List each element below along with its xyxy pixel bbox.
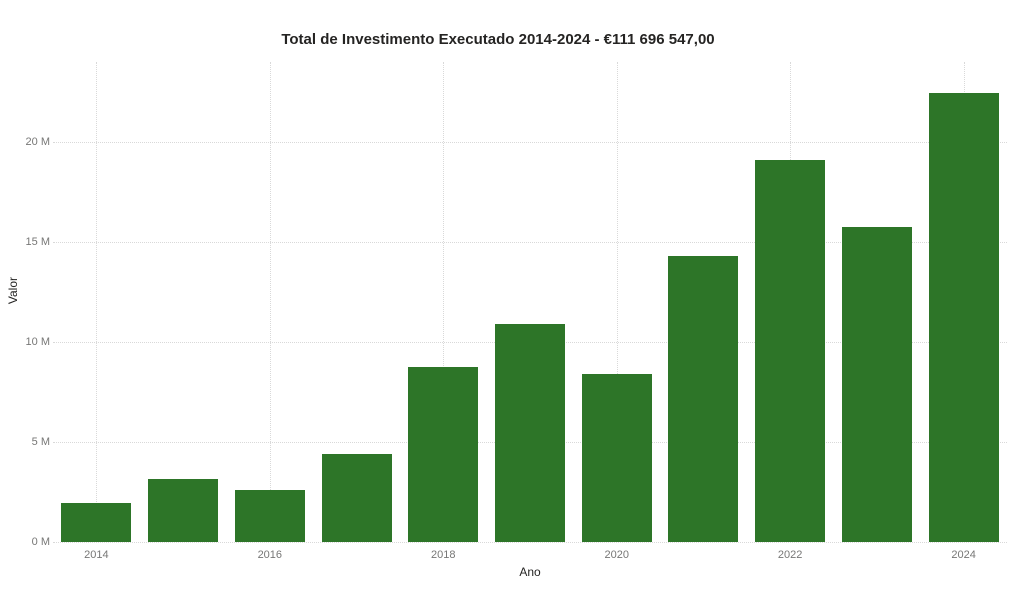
plot-area: [53, 62, 1007, 543]
y-tick-label: 15 M: [25, 236, 50, 248]
x-tick-label: 2022: [777, 549, 803, 561]
y-tick-label: 10 M: [25, 336, 50, 348]
y-tick-label: 5 M: [31, 436, 50, 448]
gridline-vertical: [96, 62, 98, 542]
y-tick-label: 20 M: [25, 136, 50, 148]
bar-2021[interactable]: [668, 256, 739, 542]
gridline-horizontal: [53, 542, 1007, 543]
bar-2024[interactable]: [928, 93, 999, 542]
y-tick-label: 0 M: [31, 536, 50, 548]
x-axis-title: Ano: [519, 565, 541, 579]
x-tick-label: 2024: [951, 549, 976, 561]
x-tick-label: 2020: [604, 549, 629, 561]
bar-2017[interactable]: [321, 454, 392, 542]
bar-2018[interactable]: [408, 367, 479, 542]
x-tick-label: 2018: [431, 549, 456, 561]
bar-2014[interactable]: [61, 503, 132, 542]
x-tick-label: 2016: [257, 549, 283, 561]
bar-2019[interactable]: [495, 324, 565, 542]
bar-2020[interactable]: [581, 374, 652, 542]
bar-2023[interactable]: [841, 227, 912, 542]
gridline-vertical: [443, 62, 445, 542]
bar-2022[interactable]: [755, 160, 826, 542]
gridline-vertical: [616, 62, 618, 542]
gridline-horizontal: [53, 142, 1007, 143]
y-axis-title: Valor: [6, 277, 20, 305]
bar-2015[interactable]: [148, 479, 219, 542]
gridline-vertical: [269, 62, 271, 542]
chart-title: Total de Investimento Executado 2014-202…: [281, 31, 715, 48]
bar-2016[interactable]: [234, 490, 305, 542]
gridline-horizontal: [53, 242, 1007, 243]
x-tick-label: 2014: [84, 549, 109, 561]
